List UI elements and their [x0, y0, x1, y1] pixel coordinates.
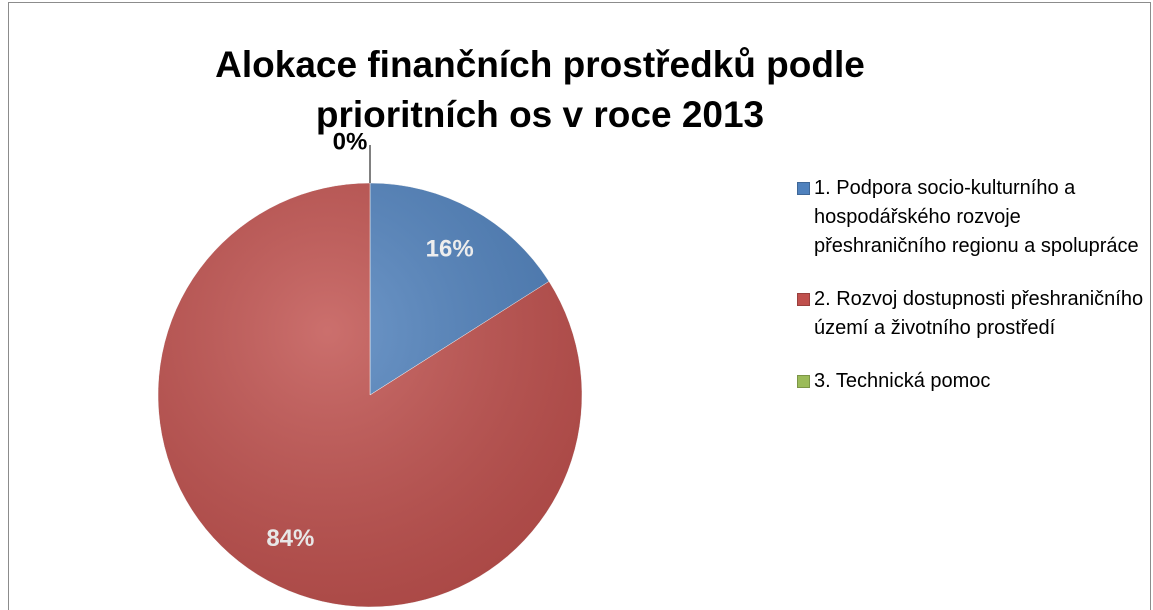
legend-swatch	[797, 375, 810, 388]
legend: 1. Podpora socio-kulturního a hospodářsk…	[797, 174, 1147, 420]
legend-item: 2. Rozvoj dostupnosti přeshraničního úze…	[797, 285, 1147, 343]
legend-swatch	[797, 293, 810, 306]
data-label: 16%	[426, 235, 474, 262]
data-label: 0%	[333, 128, 368, 155]
legend-label: 2. Rozvoj dostupnosti přeshraničního úze…	[814, 288, 1144, 339]
chart-frame	[8, 2, 1151, 610]
legend-label: 1. Podpora socio-kulturního a hospodářsk…	[814, 177, 1139, 257]
legend-item: 3. Technická pomoc	[797, 367, 1147, 396]
legend-swatch	[797, 182, 810, 195]
data-label: 84%	[266, 525, 314, 552]
chart-title: Alokace finančních prostředků podle prio…	[215, 44, 865, 135]
legend-item: 1. Podpora socio-kulturního a hospodářsk…	[797, 174, 1147, 261]
legend-label: 3. Technická pomoc	[814, 370, 991, 392]
